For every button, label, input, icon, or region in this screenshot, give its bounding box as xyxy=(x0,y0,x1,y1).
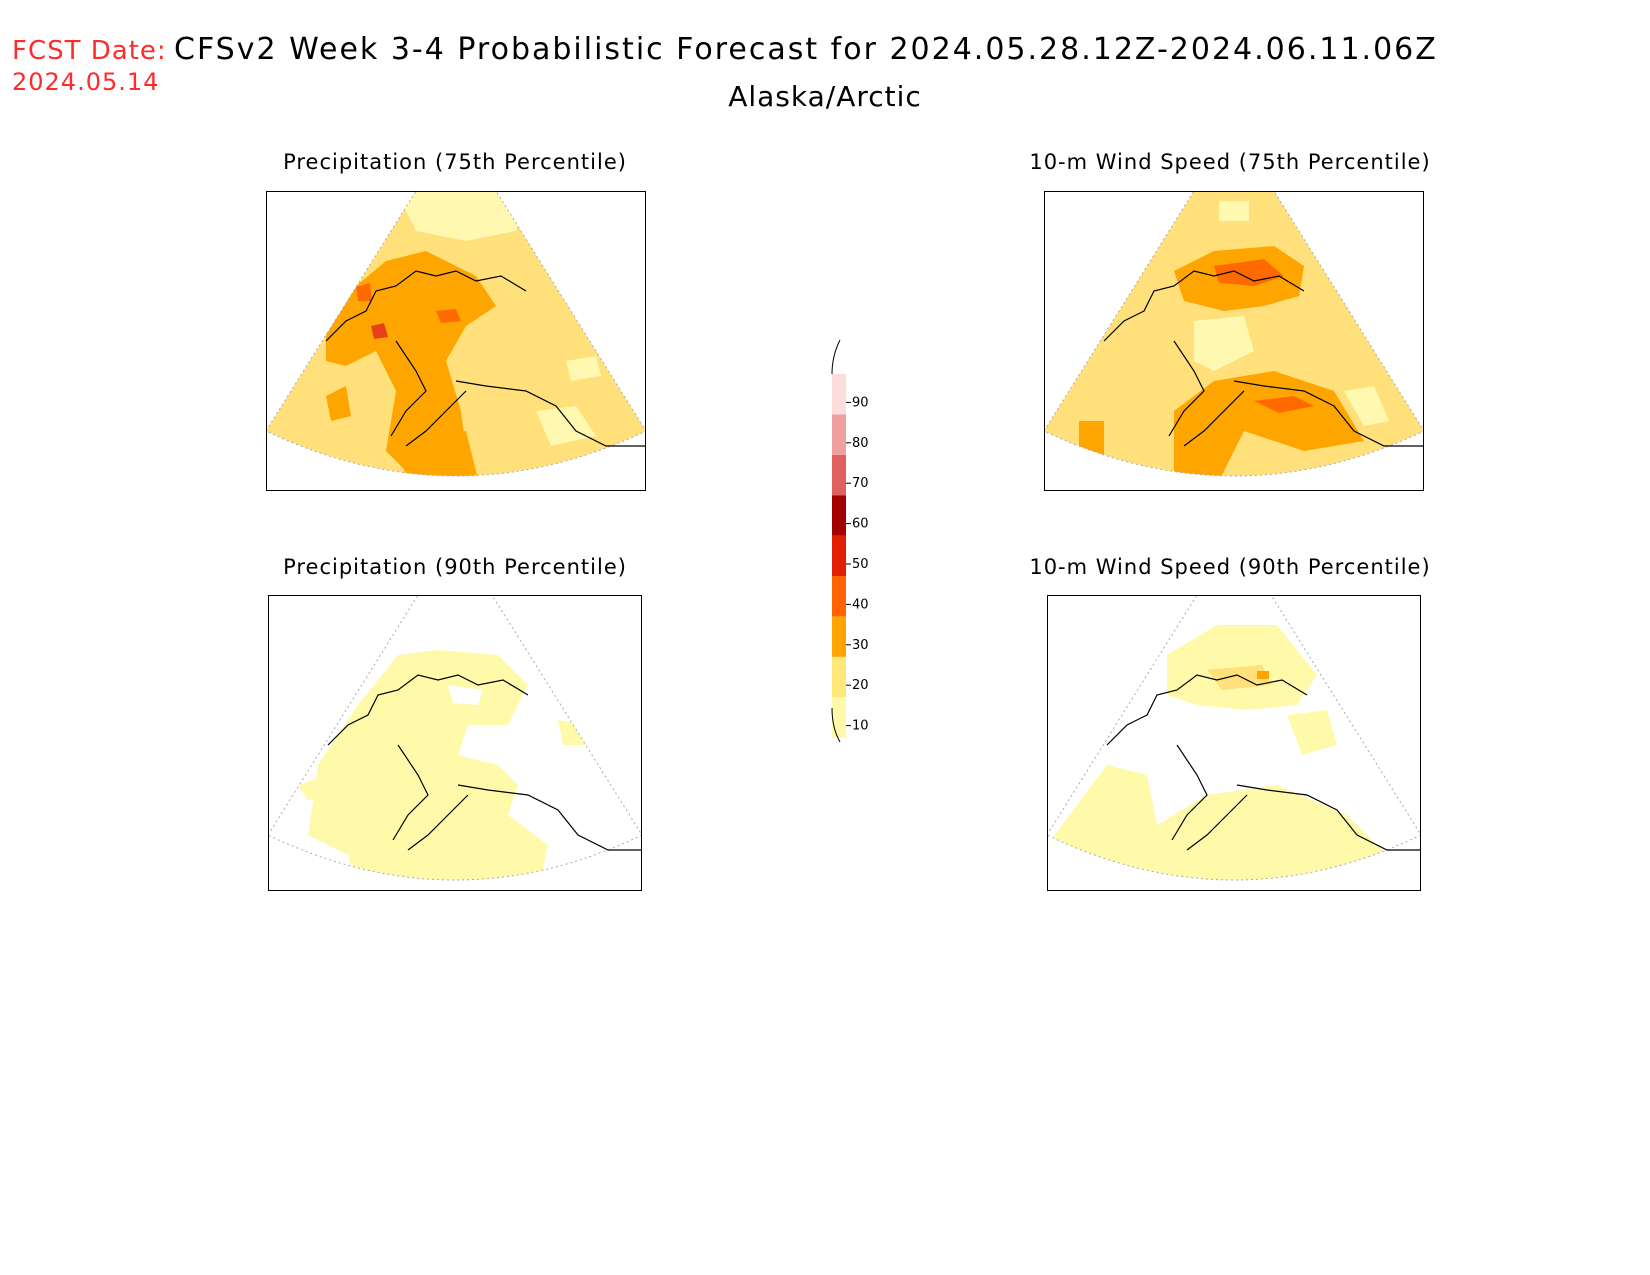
colorbar-swatch xyxy=(832,414,846,455)
colorbar-tick-label: 50 xyxy=(852,557,869,572)
colorbar-swatch xyxy=(832,576,846,617)
colorbar-tick-label: 70 xyxy=(852,476,869,491)
colorbar-swatch xyxy=(832,656,846,698)
probability-colorbar: 10 20 30 40 50 60 70 80 90 xyxy=(831,339,869,743)
map-wind-75 xyxy=(1044,191,1424,491)
colorbar-swatch xyxy=(832,616,846,657)
panel-title-wind-75: 10-m Wind Speed (75th Percentile) xyxy=(1029,150,1431,174)
panel-title-precip-90: Precipitation (90th Percentile) xyxy=(283,555,627,579)
colorbar-tick-label: 90 xyxy=(852,395,869,410)
colorbar-tick-label: 10 xyxy=(852,719,869,734)
colorbar-tick-label: 60 xyxy=(852,517,869,532)
fcst-date-label: FCST Date: xyxy=(12,36,167,66)
fcst-date-value: 2024.05.14 xyxy=(12,68,160,96)
colorbar-swatch xyxy=(832,535,846,576)
map-wind-90 xyxy=(1047,595,1421,891)
colorbar-tick-label: 20 xyxy=(852,678,869,693)
colorbar-swatch xyxy=(832,697,846,738)
colorbar-tick-label: 40 xyxy=(852,597,869,612)
colorbar-swatch xyxy=(832,374,846,415)
map-precip-90 xyxy=(268,595,642,891)
colorbar-tick-label: 30 xyxy=(852,638,869,653)
colorbar-tick-label: 80 xyxy=(852,436,869,451)
panel-title-wind-90: 10-m Wind Speed (90th Percentile) xyxy=(1029,555,1431,579)
map-precip-75 xyxy=(266,191,646,491)
colorbar-swatch xyxy=(832,454,846,496)
region-subtitle: Alaska/Arctic xyxy=(728,80,922,113)
panel-title-precip-75: Precipitation (75th Percentile) xyxy=(283,150,627,174)
page-title: CFSv2 Week 3-4 Probabilistic Forecast fo… xyxy=(174,32,1438,67)
colorbar-swatch xyxy=(832,495,846,536)
